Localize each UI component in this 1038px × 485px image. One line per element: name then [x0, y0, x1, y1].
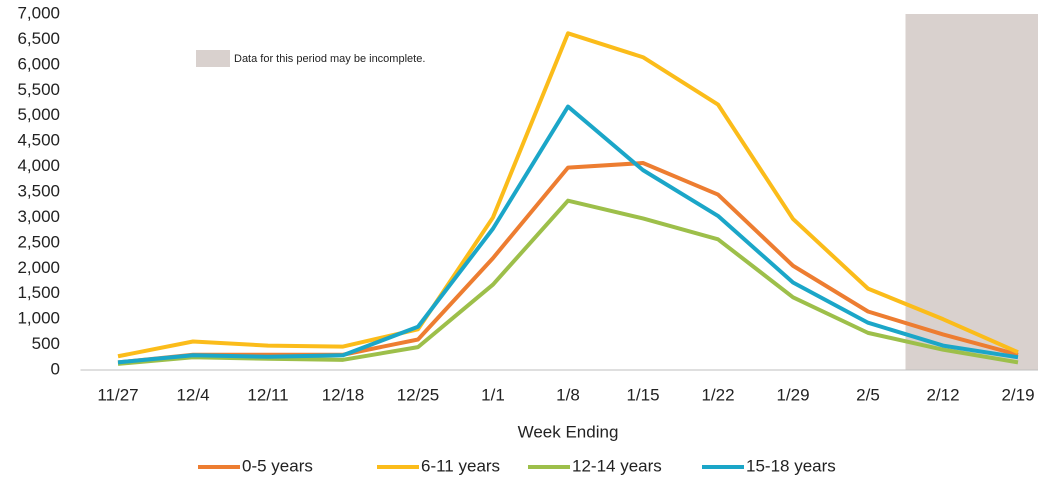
y-tick-label: 6,500: [17, 29, 60, 48]
y-tick-label: 500: [32, 334, 60, 353]
y-tick-label: 5,500: [17, 80, 60, 99]
series-line: [118, 163, 1018, 362]
y-tick-label: 5,000: [17, 105, 60, 124]
x-tick-label: 1/1: [481, 385, 505, 404]
y-tick-label: 4,500: [17, 131, 60, 150]
y-tick-label: 3,000: [17, 207, 60, 226]
annotation-swatch: [196, 50, 230, 67]
series-line: [118, 33, 1018, 356]
legend-label: 6-11 years: [421, 456, 500, 475]
y-tick-label: 2,000: [17, 258, 60, 277]
x-tick-label: 1/22: [701, 385, 734, 404]
x-tick-label: 12/11: [247, 385, 288, 404]
y-tick-label: 3,500: [17, 181, 60, 200]
y-tick-label: 6,000: [17, 54, 60, 73]
x-tick-label: 1/8: [556, 385, 580, 404]
incomplete-region: [906, 14, 1038, 370]
annotation-text: Data for this period may be incomplete.: [234, 53, 425, 65]
y-tick-label: 4,000: [17, 156, 60, 175]
x-tick-label: 2/5: [856, 385, 880, 404]
x-tick-label: 12/4: [176, 385, 209, 404]
y-tick-label: 0: [51, 359, 60, 378]
series-line: [118, 201, 1018, 364]
legend-label: 0-5 years: [242, 456, 313, 475]
y-tick-label: 1,000: [17, 309, 60, 328]
x-tick-label: 1/29: [776, 385, 809, 404]
x-tick-label: 11/27: [97, 385, 138, 404]
y-tick-label: 1,500: [17, 283, 60, 302]
legend-label: 15-18 years: [746, 456, 836, 475]
x-tick-label: 2/19: [1001, 385, 1034, 404]
x-axis-label: Week Ending: [518, 422, 619, 441]
x-tick-label: 1/15: [626, 385, 659, 404]
x-tick-label: 12/25: [397, 385, 440, 404]
x-tick-label: 2/12: [926, 385, 959, 404]
legend-label: 12-14 years: [572, 456, 662, 475]
series-line: [118, 107, 1018, 363]
y-tick-label: 7,000: [17, 3, 60, 22]
y-tick-label: 2,500: [17, 232, 60, 251]
x-tick-label: 12/18: [322, 385, 365, 404]
